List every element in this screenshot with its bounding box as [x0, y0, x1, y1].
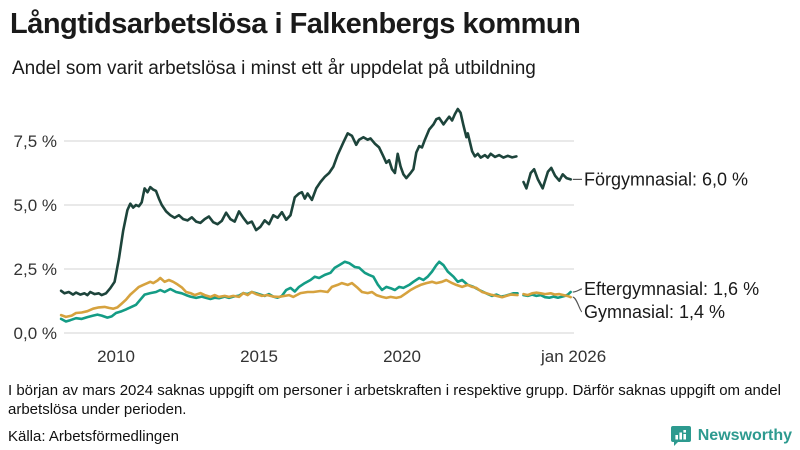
footnote: I början av mars 2024 saknas uppgift om …: [8, 382, 781, 418]
x-tick-label: 2010: [97, 347, 135, 366]
x-tick-label: 2015: [240, 347, 278, 366]
label-connector-gymnasial: [572, 296, 583, 313]
series-line-eftergymnasial-seg1: [59, 260, 519, 323]
x-tick-label: jan 2026: [540, 347, 606, 366]
x-tick-label: 2020: [383, 347, 421, 366]
y-tick-label: 2,5 %: [14, 260, 57, 279]
newsworthy-wordmark: Newsworthy: [697, 427, 792, 444]
page-title: Långtidsarbetslösa i Falkenbergs kommun: [10, 8, 581, 40]
y-tick-label: 7,5 %: [14, 132, 57, 151]
series-line-forgymnasial-seg2: [522, 166, 573, 190]
newsworthy-logo: Newsworthy: [670, 425, 792, 447]
series-end-label-gymnasial: Gymnasial: 1,4 %: [584, 302, 725, 322]
series-end-label-forgymnasial: Förgymnasial: 6,0 %: [584, 169, 748, 189]
source-label: Källa: Arbetsförmedlingen: [8, 428, 179, 445]
newsworthy-chart-bubble-icon: [670, 426, 691, 446]
series-end-label-eftergymnasial: Eftergymnasial: 1,6 %: [584, 279, 759, 299]
y-tick-label: 0,0 %: [14, 324, 57, 343]
page-subtitle: Andel som varit arbetslösa i minst ett å…: [12, 58, 536, 79]
label-connector-eftergymnasial: [572, 288, 583, 293]
series-line-forgymnasial-seg1: [59, 107, 518, 297]
series-line-gymnasial-seg2: [522, 291, 573, 299]
series-line-gymnasial-seg1: [59, 276, 519, 319]
y-tick-label: 5,0 %: [14, 196, 57, 215]
